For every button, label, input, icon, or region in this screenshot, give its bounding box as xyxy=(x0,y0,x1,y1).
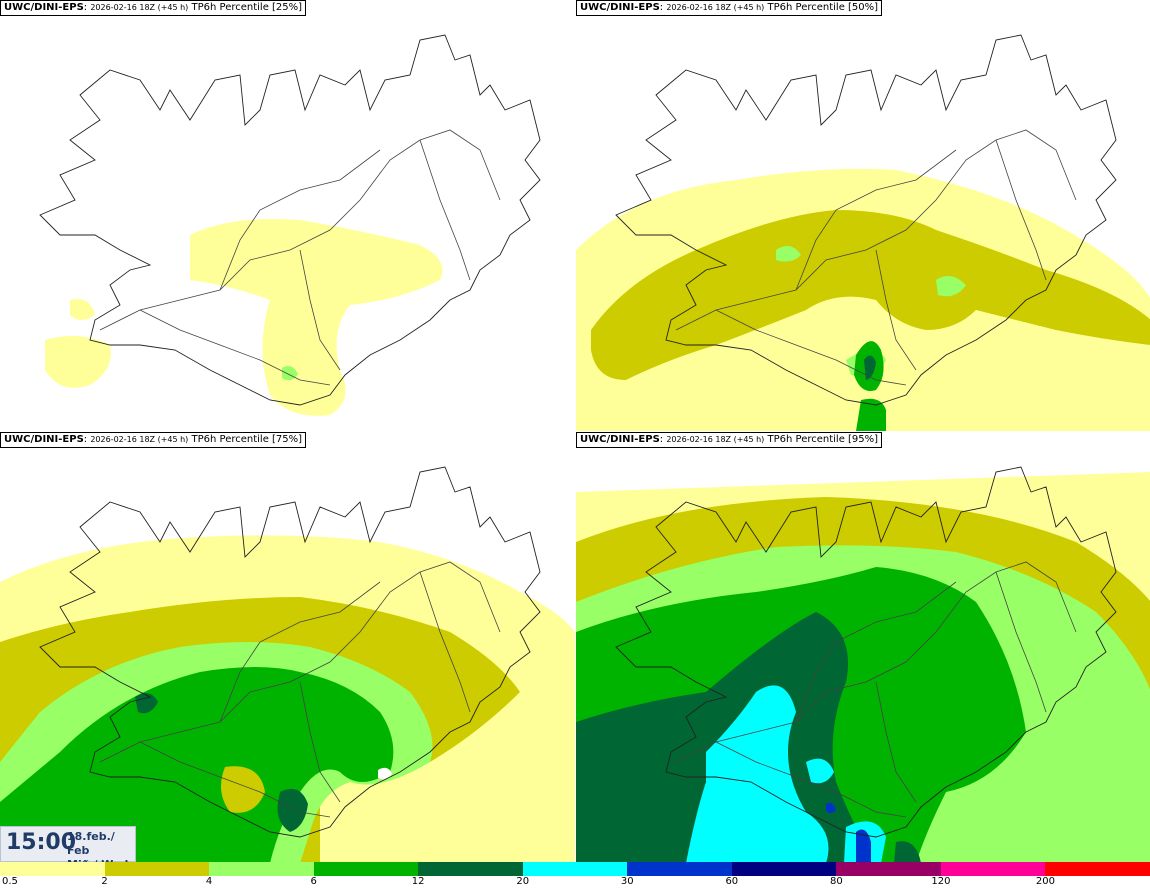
precip-area xyxy=(856,398,886,431)
legend-tick-label: 80 xyxy=(829,876,843,887)
model-name: UWC/DINI-EPS xyxy=(4,2,84,13)
map-panel-p50: UWC/DINI-EPS: 2026-02-16 18Z (+45 h) TP6… xyxy=(576,0,1150,431)
road-line xyxy=(715,309,907,386)
precip-map-p95 xyxy=(576,466,1150,863)
road-line xyxy=(419,571,471,713)
panel-title: UWC/DINI-EPS: 2026-02-16 18Z (+45 h) TP6… xyxy=(576,432,883,448)
legend-tick-label: 30 xyxy=(620,876,634,887)
precip-area xyxy=(686,685,829,863)
legend-swatch xyxy=(1045,862,1150,876)
legend-tick-label: 200 xyxy=(1035,876,1055,887)
legend-swatch xyxy=(313,862,419,876)
run-info: 2026-02-16 18Z (+45 h) xyxy=(90,3,189,12)
road-line xyxy=(299,681,341,803)
valid-time: 15:00 xyxy=(6,830,77,855)
run-info: 2026-02-16 18Z (+45 h) xyxy=(666,3,765,12)
precip-area xyxy=(826,802,836,813)
legend-swatch xyxy=(836,862,941,876)
legend-swatch xyxy=(522,862,628,876)
product-name: TP6h Percentile [75%] xyxy=(191,434,303,445)
coastline xyxy=(39,466,541,838)
road-line xyxy=(795,581,957,723)
precip-area xyxy=(591,210,1150,380)
road-line xyxy=(419,139,471,281)
road-line xyxy=(875,249,917,371)
precip-area xyxy=(378,767,392,780)
product-name: TP6h Percentile [95%] xyxy=(767,434,879,445)
precip-area xyxy=(576,168,1150,431)
legend-tick-label: 12 xyxy=(411,876,425,887)
coastline xyxy=(615,34,1117,406)
road-line xyxy=(219,581,381,723)
legend-tick-label: 2 xyxy=(101,876,108,887)
run-info: 2026-02-16 18Z (+45 h) xyxy=(90,435,189,444)
road-line xyxy=(875,681,917,803)
legend-tick-label: 4 xyxy=(205,876,213,887)
legend-swatch xyxy=(627,862,732,876)
legend-swatch xyxy=(0,862,105,876)
legend-color-bar xyxy=(0,862,1150,876)
legend-tick-label: 6 xyxy=(310,876,317,887)
valid-date-line1: 18.feb./ Feb xyxy=(67,830,115,857)
precip-area xyxy=(190,219,443,416)
precip-area xyxy=(894,841,921,863)
precip-area xyxy=(776,246,801,262)
color-legend: 0.5 2 4 6 12 20 30 60 80 120 200 xyxy=(0,862,1150,891)
panel-title: UWC/DINI-EPS: 2026-02-16 18Z (+45 h) TP6… xyxy=(576,0,883,16)
precip-area xyxy=(70,299,95,320)
road-line xyxy=(675,129,1077,331)
road-line xyxy=(715,741,907,818)
road-line xyxy=(99,561,501,763)
precip-area xyxy=(45,336,111,388)
valid-time-box: 15:00 18.feb./ Feb Mið./ Wed xyxy=(0,826,136,871)
road-line xyxy=(99,129,501,331)
precip-map-p75 xyxy=(0,466,575,863)
panel-title: UWC/DINI-EPS: 2026-02-16 18Z (+45 h) TP6… xyxy=(0,0,307,16)
legend-swatch xyxy=(418,862,523,876)
legend-tick-label: 20 xyxy=(516,876,530,887)
legend-tick-label: 60 xyxy=(725,876,739,887)
precip-map-p25 xyxy=(39,34,541,416)
precip-area xyxy=(277,788,308,832)
model-name: UWC/DINI-EPS xyxy=(580,434,660,445)
precip-map-p50 xyxy=(576,34,1150,431)
road-line xyxy=(995,139,1047,281)
road-line xyxy=(795,149,957,291)
model-name: UWC/DINI-EPS xyxy=(4,434,84,445)
model-name: UWC/DINI-EPS xyxy=(580,2,660,13)
map-panel-p95: UWC/DINI-EPS: 2026-02-16 18Z (+45 h) TP6… xyxy=(576,432,1150,863)
precip-area xyxy=(0,667,394,863)
legend-swatch xyxy=(209,862,314,876)
panel-title: UWC/DINI-EPS: 2026-02-16 18Z (+45 h) TP6… xyxy=(0,432,307,448)
road-line xyxy=(995,571,1047,713)
legend-tick-label: 120 xyxy=(931,876,951,887)
precip-area xyxy=(806,758,834,784)
precip-area xyxy=(135,693,158,714)
coastline xyxy=(39,34,541,406)
run-info: 2026-02-16 18Z (+45 h) xyxy=(666,435,765,444)
road-line xyxy=(675,561,1077,763)
road-line xyxy=(139,309,331,386)
legend-swatch xyxy=(940,862,1046,876)
map-panel-p75: UWC/DINI-EPS: 2026-02-16 18Z (+45 h) TP6… xyxy=(0,432,575,863)
product-name: TP6h Percentile [50%] xyxy=(767,2,879,13)
coastline xyxy=(615,466,1117,838)
legend-swatch xyxy=(731,862,837,876)
legend-tick-label: 0.5 xyxy=(2,876,18,887)
precip-area xyxy=(864,355,876,380)
precip-area xyxy=(936,276,966,297)
precip-area xyxy=(221,766,265,813)
road-line xyxy=(219,149,381,291)
map-panel-p25: UWC/DINI-EPS: 2026-02-16 18Z (+45 h) TP6… xyxy=(0,0,575,431)
legend-swatch xyxy=(104,862,210,876)
road-line xyxy=(299,249,341,371)
precip-area xyxy=(856,829,871,863)
product-name: TP6h Percentile [25%] xyxy=(191,2,303,13)
road-line xyxy=(139,741,331,818)
